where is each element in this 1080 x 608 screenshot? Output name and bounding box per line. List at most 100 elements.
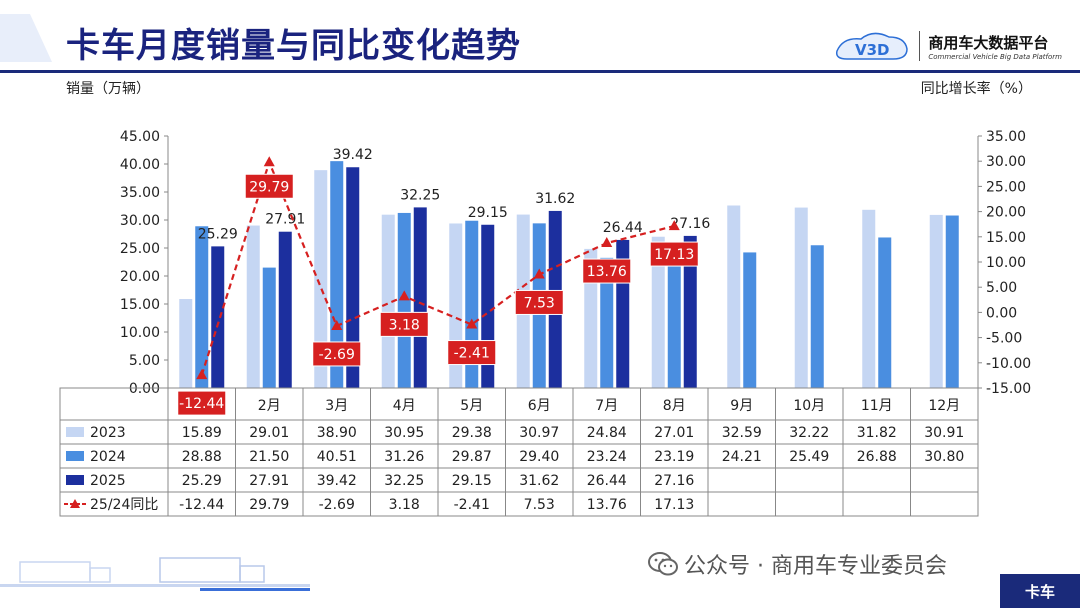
category-label: 12月	[928, 398, 960, 414]
yoy-label-box	[312, 341, 362, 367]
right-tick-label: -15.00	[986, 381, 1031, 397]
bar-2023	[584, 248, 598, 388]
table-cell: 23.24	[587, 449, 627, 465]
table-cell: 27.16	[654, 473, 694, 489]
yoy-label: 3.18	[389, 317, 420, 333]
title-divider	[0, 70, 1080, 73]
bar-value-label: 25.29	[198, 226, 238, 242]
left-tick-label: 35.00	[120, 185, 160, 201]
category-label: 8月	[663, 398, 686, 414]
table-cell: 29.79	[249, 497, 289, 513]
bar-2024	[878, 237, 892, 388]
table-cell: 26.88	[857, 449, 897, 465]
platform-logo: V3D 商用车大数据平台 Commercial Vehicle Big Data…	[833, 26, 1062, 66]
yoy-label: 29.79	[249, 179, 289, 195]
table-row-label: 2024	[90, 449, 126, 465]
bar-2025	[278, 231, 292, 388]
legend-swatch-2024	[66, 451, 84, 461]
bar-2024	[810, 245, 824, 388]
bar-2023	[727, 205, 741, 388]
right-tick-label: 5.00	[986, 280, 1017, 296]
bar-2023	[246, 225, 260, 388]
yoy-label: 13.76	[587, 264, 627, 280]
right-tick-label: 30.00	[986, 154, 1026, 170]
yoy-marker	[263, 156, 275, 167]
right-tick-label: 35.00	[986, 129, 1026, 145]
table-row-label: 25/24同比	[90, 497, 158, 513]
bar-2025	[211, 246, 225, 388]
legend-swatch-2023	[66, 427, 84, 437]
bar-2023	[381, 214, 395, 388]
category-label: 2月	[258, 398, 281, 414]
yoy-marker	[331, 319, 343, 330]
yoy-label-box	[582, 258, 632, 284]
category-label: 7月	[595, 398, 618, 414]
table-cell: 24.21	[722, 449, 762, 465]
bar-value-label: 31.62	[535, 191, 575, 207]
table-cell: 32.22	[789, 425, 829, 441]
table-cell: 30.97	[519, 425, 559, 441]
table-cell: 15.89	[182, 425, 222, 441]
table-cell: 30.95	[384, 425, 424, 441]
left-tick-label: 15.00	[120, 297, 160, 313]
yoy-marker	[398, 290, 410, 301]
table-cell: 28.88	[182, 449, 222, 465]
table-cell: 30.91	[924, 425, 964, 441]
bar-2023	[651, 236, 665, 388]
right-axis-label: 同比增长率（%）	[920, 81, 1032, 97]
bar-2023	[179, 299, 193, 388]
wechat-icon	[648, 552, 678, 576]
table-cell: 29.40	[519, 449, 559, 465]
category-label: 11月	[861, 398, 893, 414]
left-tick-label: 30.00	[120, 213, 160, 229]
right-tick-label: 0.00	[986, 305, 1017, 321]
bar-value-label: 32.25	[400, 187, 440, 203]
left-axis-label: 销量（万辆）	[66, 81, 150, 97]
category-tag: 卡车	[1000, 574, 1080, 608]
left-tick-label: 25.00	[120, 241, 160, 257]
yoy-label: 17.13	[654, 247, 694, 263]
bar-2023	[794, 207, 808, 388]
yoy-label: 7.53	[524, 295, 555, 311]
yoy-marker	[601, 237, 613, 248]
yoy-marker	[668, 220, 680, 231]
right-tick-label: -10.00	[986, 356, 1031, 372]
logo-cn-text: 商用车大数据平台	[928, 33, 1049, 52]
yoy-marker	[533, 268, 545, 279]
logo-en-text: Commercial Vehicle Big Data Platform	[928, 52, 1062, 61]
table-cell: 30.80	[924, 449, 964, 465]
bar-2024	[262, 267, 276, 388]
bar-value-label: 27.16	[670, 216, 710, 232]
category-label: 5月	[460, 398, 483, 414]
page-title: 卡车月度销量与同比变化趋势	[66, 26, 521, 66]
left-tick-label: 45.00	[120, 129, 160, 145]
bar-2025	[683, 235, 697, 388]
category-label: 3月	[325, 398, 348, 414]
table-cell: 31.26	[384, 449, 424, 465]
bar-2024	[743, 252, 757, 388]
bar-2024	[945, 215, 959, 388]
bar-2025	[413, 207, 427, 388]
table-cell: 27.91	[249, 473, 289, 489]
truck-decoration-icon	[0, 557, 310, 591]
table-cell: 39.42	[317, 473, 357, 489]
table-cell: -12.44	[179, 497, 224, 513]
table-cell: 40.51	[317, 449, 357, 465]
bar-2023	[314, 170, 328, 388]
table-cell: 24.84	[587, 425, 627, 441]
table-cell: -2.69	[319, 497, 355, 513]
right-tick-label: -5.00	[986, 331, 1022, 347]
yoy-label-box	[649, 241, 699, 267]
legend-swatch-2025	[66, 475, 84, 485]
bar-value-label: 39.42	[333, 147, 373, 163]
category-label: 6月	[528, 398, 551, 414]
yoy-label: -2.41	[454, 346, 490, 362]
left-tick-label: 5.00	[129, 353, 160, 369]
v3d-logo-icon: V3D	[836, 32, 909, 60]
bar-2023	[862, 209, 876, 388]
left-tick-label: 20.00	[120, 269, 160, 285]
yoy-label: -2.69	[319, 347, 355, 363]
table-cell: 27.01	[654, 425, 694, 441]
logo-separator	[919, 31, 921, 61]
